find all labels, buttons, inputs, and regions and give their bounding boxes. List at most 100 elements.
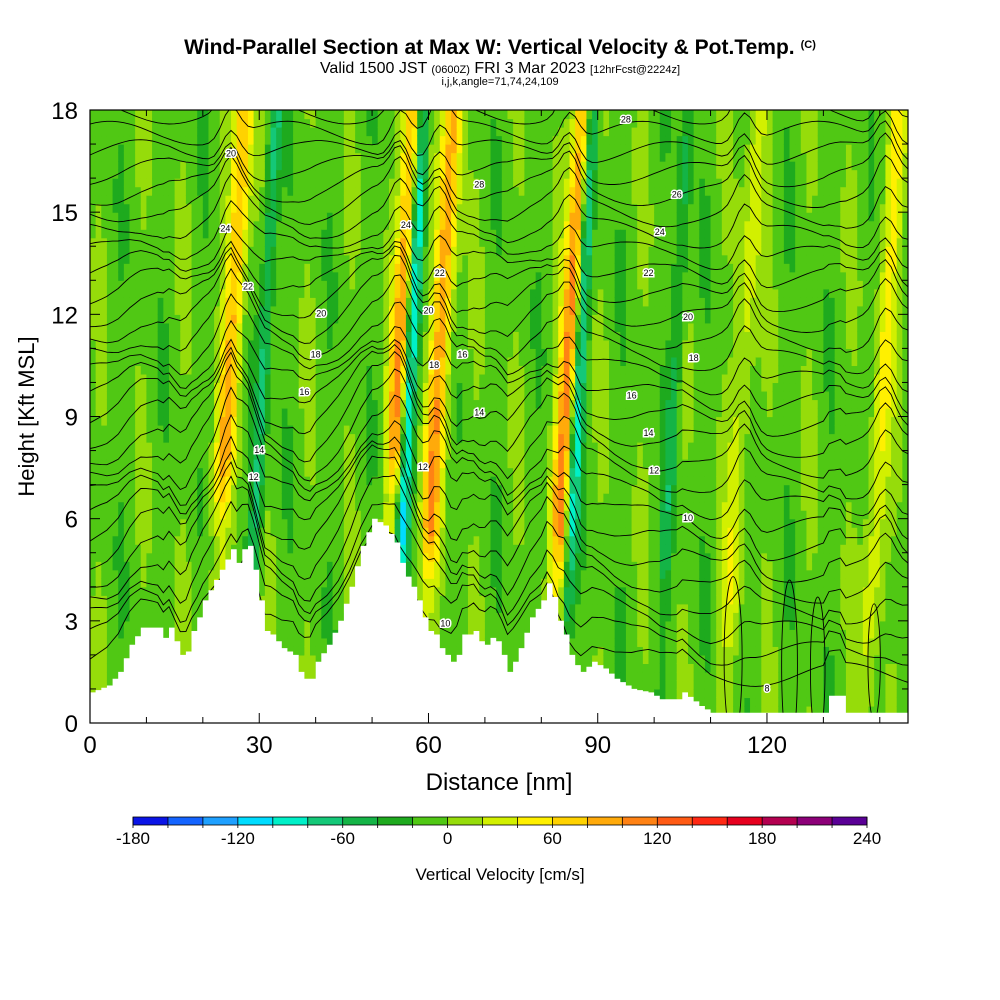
velocity-cell <box>214 425 221 435</box>
velocity-cell <box>462 373 469 384</box>
velocity-cell <box>95 390 102 401</box>
velocity-cell <box>304 203 311 213</box>
velocity-cell <box>270 220 277 230</box>
velocity-cell <box>405 416 413 426</box>
velocity-cell <box>95 407 102 418</box>
velocity-cell <box>123 203 131 213</box>
velocity-cell <box>236 246 243 256</box>
velocity-cell <box>434 425 441 435</box>
velocity-cell <box>180 178 187 188</box>
velocity-cell <box>129 237 136 247</box>
velocity-cell <box>163 229 170 239</box>
velocity-cell <box>140 152 148 162</box>
velocity-cell <box>197 195 204 205</box>
velocity-cell <box>383 203 390 213</box>
velocity-cell <box>146 442 153 452</box>
velocity-cell <box>219 118 226 128</box>
velocity-cell <box>281 467 289 477</box>
velocity-cell <box>146 348 153 358</box>
velocity-cell <box>253 544 260 554</box>
velocity-cell <box>118 629 125 639</box>
velocity-cell <box>180 629 187 639</box>
velocity-cell <box>434 399 441 409</box>
velocity-cell <box>123 195 131 205</box>
velocity-cell <box>247 246 255 256</box>
velocity-cell <box>168 212 176 222</box>
velocity-cell <box>118 552 125 562</box>
velocity-cell <box>428 390 435 401</box>
velocity-cell <box>90 476 97 486</box>
velocity-cell <box>259 195 266 205</box>
velocity-cell <box>445 322 452 332</box>
velocity-cell <box>343 356 351 367</box>
velocity-cell <box>377 365 384 375</box>
velocity-cell <box>310 254 317 264</box>
velocity-cell <box>400 195 407 205</box>
velocity-cell <box>146 620 153 630</box>
velocity-cell <box>191 110 198 120</box>
velocity-cell <box>208 263 215 273</box>
velocity-cell <box>428 271 435 281</box>
velocity-cell <box>281 407 289 418</box>
velocity-cell <box>473 161 480 171</box>
velocity-cell <box>123 459 131 469</box>
velocity-cell <box>101 254 108 264</box>
velocity-cell <box>315 220 322 230</box>
velocity-cell <box>259 161 266 171</box>
velocity-cell <box>304 339 311 349</box>
velocity-cell <box>214 186 221 196</box>
velocity-cell <box>338 603 345 613</box>
velocity-cell <box>326 339 334 349</box>
velocity-cell <box>321 110 328 120</box>
velocity-cell <box>310 220 317 230</box>
velocity-cell <box>231 135 238 145</box>
velocity-cell <box>163 135 170 145</box>
velocity-cell <box>247 263 255 273</box>
velocity-cell <box>388 467 396 477</box>
velocity-cell <box>140 399 148 409</box>
velocity-cell <box>219 459 226 469</box>
velocity-cell <box>411 297 418 307</box>
velocity-cell <box>197 407 204 418</box>
velocity-cell <box>219 390 226 401</box>
velocity-cell <box>467 365 475 375</box>
velocity-cell <box>462 552 469 562</box>
velocity-cell <box>315 195 322 205</box>
velocity-cell <box>259 595 266 605</box>
velocity-cell <box>242 152 249 162</box>
velocity-cell <box>264 212 272 222</box>
velocity-cell <box>321 152 328 162</box>
velocity-cell <box>174 195 181 205</box>
velocity-cell <box>417 484 424 494</box>
velocity-cell <box>479 603 486 613</box>
velocity-cell <box>219 305 226 315</box>
velocity-cell <box>276 510 283 520</box>
velocity-cell <box>451 595 458 605</box>
velocity-cell <box>287 620 294 630</box>
velocity-cell <box>174 110 181 120</box>
velocity-cell <box>236 212 243 222</box>
velocity-cell <box>321 254 328 264</box>
velocity-cell <box>343 186 351 196</box>
velocity-cell <box>304 586 311 596</box>
velocity-cell <box>388 365 396 375</box>
velocity-cell <box>411 169 418 179</box>
velocity-cell <box>343 229 351 239</box>
velocity-cell <box>462 586 469 596</box>
velocity-cell <box>270 339 277 349</box>
velocity-cell <box>332 339 339 349</box>
velocity-cell <box>270 595 277 605</box>
velocity-cell <box>242 416 249 426</box>
velocity-cell <box>236 178 243 188</box>
velocity-cell <box>428 203 435 213</box>
velocity-cell <box>388 493 396 503</box>
velocity-cell <box>304 365 311 375</box>
velocity-cell <box>473 484 480 494</box>
velocity-cell <box>135 382 142 392</box>
velocity-cell <box>270 493 277 503</box>
velocity-cell <box>135 169 142 179</box>
velocity-cell <box>473 212 480 222</box>
velocity-cell <box>332 612 339 622</box>
velocity-cell <box>208 501 215 511</box>
velocity-cell <box>202 195 210 205</box>
